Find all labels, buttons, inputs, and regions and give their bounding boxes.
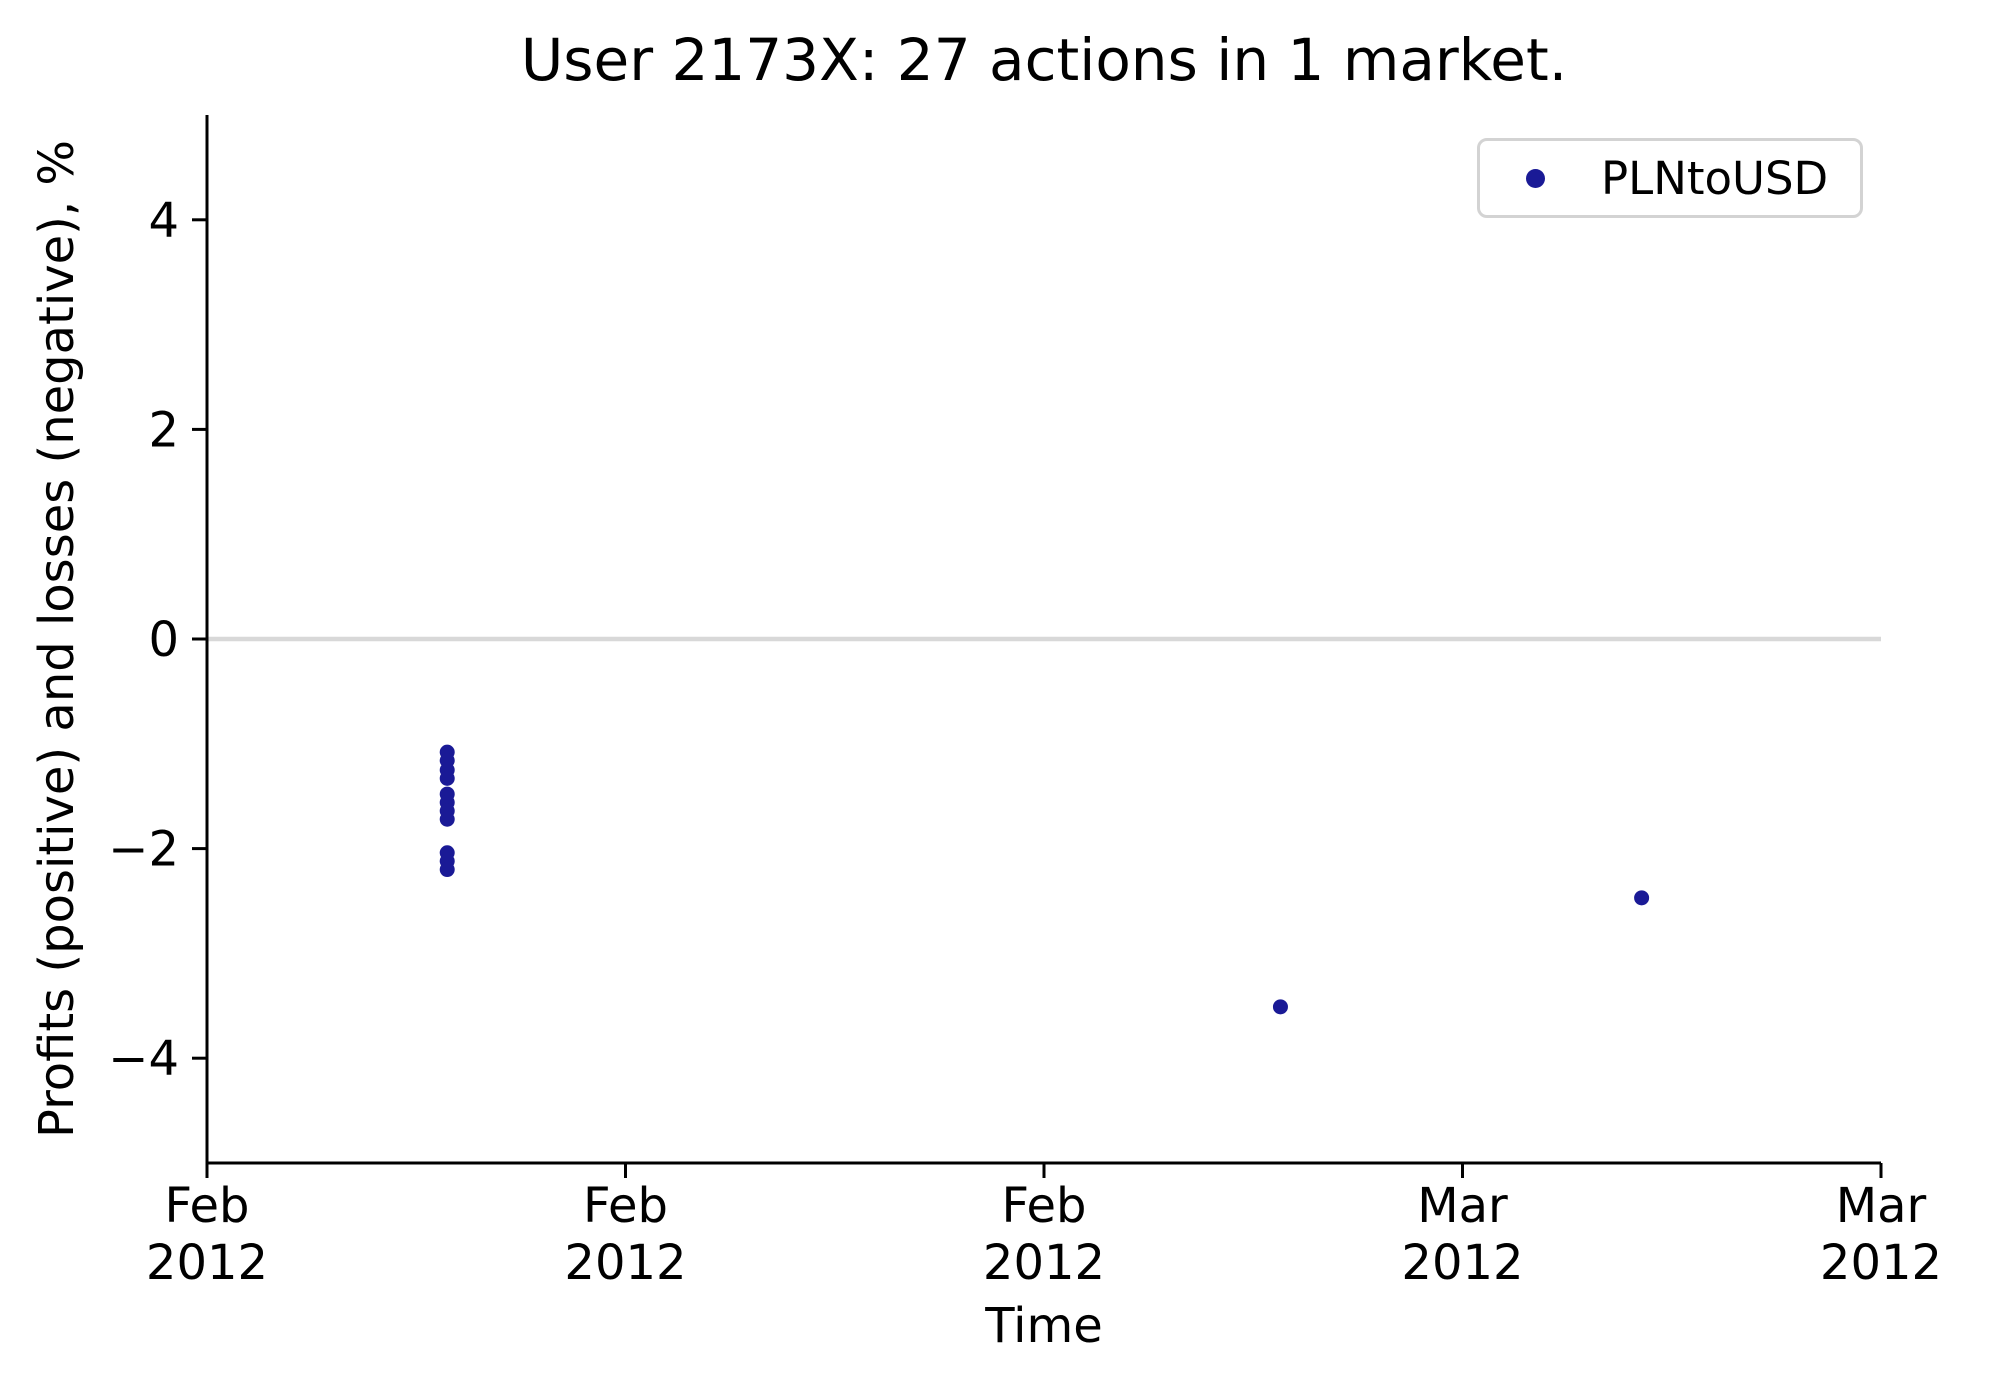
legend: PLNtoUSD xyxy=(1477,138,1863,218)
data-point xyxy=(1634,890,1650,906)
y-tick-label: −4 xyxy=(108,1031,179,1087)
legend-marker-dot-icon xyxy=(1526,168,1545,188)
x-tick-label: Feb 2012 xyxy=(983,1178,1105,1291)
y-tick-label: 4 xyxy=(148,193,179,249)
legend-label: PLNtoUSD xyxy=(1601,151,1829,205)
chart-title: User 2173X: 27 actions in 1 market. xyxy=(520,26,1568,94)
y-tick-label: −2 xyxy=(108,822,179,878)
y-tick-label: 2 xyxy=(148,402,179,458)
y-tick-label: 0 xyxy=(148,612,179,668)
data-point xyxy=(439,862,455,878)
x-tick-label: Feb 2012 xyxy=(146,1178,268,1291)
data-point xyxy=(1272,999,1288,1015)
x-tick-label: Mar 2012 xyxy=(1820,1178,1942,1291)
x-tick-label: Mar 2012 xyxy=(1401,1178,1523,1291)
data-point xyxy=(439,811,455,827)
data-point xyxy=(439,770,455,786)
x-axis-label: Time xyxy=(985,1298,1103,1354)
x-tick-label: Feb 2012 xyxy=(564,1178,686,1291)
